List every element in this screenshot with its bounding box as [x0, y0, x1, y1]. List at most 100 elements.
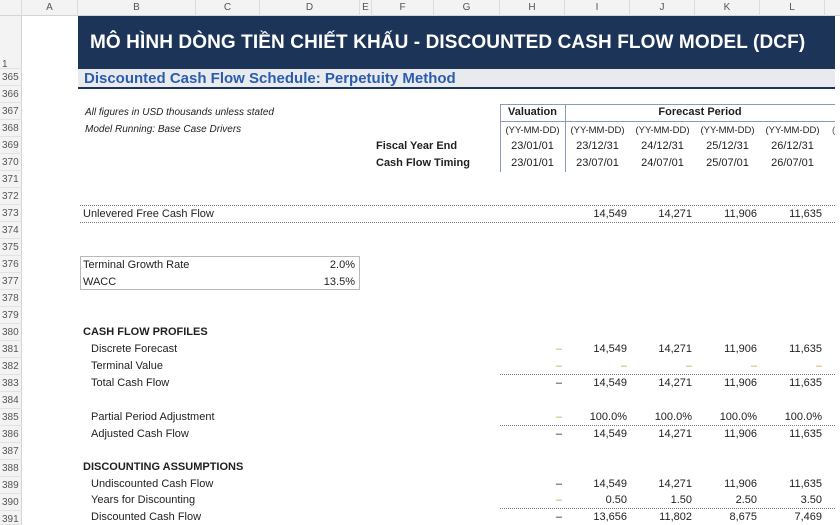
valuation-dash: –: [555, 494, 562, 506]
row-header[interactable]: 367: [0, 103, 22, 120]
row-header[interactable]: 388: [0, 460, 22, 477]
undiscounted-cash-flow-value: 14,271: [658, 478, 692, 490]
row-header[interactable]: 384: [0, 392, 22, 409]
units-note: All figures in USD thousands unless stat…: [85, 107, 274, 118]
column-header-h[interactable]: H: [500, 0, 565, 16]
timing-date: 26/07/01: [771, 157, 814, 169]
partial-period-value: 100.0%: [654, 411, 692, 423]
partial-period-value: 100.0%: [784, 411, 822, 423]
date-format-label: (YY-MM-DD): [635, 125, 690, 136]
row-header[interactable]: 385: [0, 409, 22, 426]
terminal-growth-rate-value[interactable]: 2.0%: [329, 259, 355, 271]
row-header[interactable]: 373: [0, 205, 22, 222]
row-header[interactable]: 375: [0, 239, 22, 256]
column-header-c[interactable]: C: [196, 0, 260, 16]
undiscounted-cash-flow-value: 11,906: [724, 478, 757, 490]
years-for-discounting-label: Years for Discounting: [91, 494, 196, 506]
row-header[interactable]: 390: [0, 494, 22, 511]
column-header-g[interactable]: G: [434, 0, 500, 16]
valuation-divider: [565, 104, 566, 172]
row-header[interactable]: 365: [0, 69, 22, 86]
row-header[interactable]: 377: [0, 273, 22, 290]
total-cash-flow-border: [500, 374, 835, 375]
terminal-value-dash: –: [750, 360, 757, 372]
terminal-value-dash: –: [685, 360, 692, 372]
valuation-dash: –: [555, 428, 562, 440]
row-header[interactable]: 370: [0, 154, 22, 171]
years-for-discounting-value: 1.50: [670, 494, 692, 506]
overflow-paren: (: [832, 125, 836, 136]
fiscal-date: 23/01/01: [511, 140, 554, 152]
discounted-cash-flow-value: 8,675: [729, 511, 757, 523]
wacc-value[interactable]: 13.5%: [323, 276, 355, 288]
column-header-f[interactable]: F: [372, 0, 434, 16]
adjusted-cash-flow-border: [500, 425, 835, 426]
total-cash-flow-value: 11,635: [789, 377, 822, 389]
column-header-e[interactable]: E: [360, 0, 372, 16]
row-header[interactable]: 383: [0, 375, 22, 392]
fiscal-date: 25/12/31: [706, 140, 749, 152]
discounted-cash-flow-value: 7,469: [794, 511, 822, 523]
valuation-dash: –: [555, 411, 562, 423]
column-header-k[interactable]: K: [695, 0, 760, 16]
valuation-header: Valuation: [508, 106, 557, 118]
discrete-forecast-value: 11,635: [789, 343, 822, 355]
adjusted-cash-flow-value: 11,906: [724, 428, 757, 440]
timing-date: 24/07/01: [641, 157, 684, 169]
row-header[interactable]: 387: [0, 443, 22, 460]
discounted-cash-flow-value: 11,802: [659, 511, 692, 523]
column-header-a[interactable]: A: [22, 0, 78, 16]
model-running-note: Model Running: Base Case Drivers: [85, 124, 242, 135]
header-top-border: [500, 104, 835, 105]
column-header-l[interactable]: L: [760, 0, 825, 16]
row-header-bar: 1 365 366 367 368 369 370 371 372 373 37…: [0, 16, 22, 525]
total-cash-flow-label: Total Cash Flow: [91, 377, 170, 389]
timing-date: 25/07/01: [706, 157, 749, 169]
row-header[interactable]: 371: [0, 171, 22, 188]
date-format-label: (YY-MM-DD): [570, 125, 625, 136]
section-title: Discounted Cash Flow Schedule: Perpetuit…: [78, 69, 835, 89]
discrete-forecast-value: 14,549: [593, 343, 627, 355]
row-header[interactable]: 391: [0, 511, 22, 525]
row-header[interactable]: 369: [0, 137, 22, 154]
discrete-forecast-label: Discrete Forecast: [91, 343, 178, 355]
column-header-j[interactable]: J: [630, 0, 695, 16]
cash-flow-timing-label: Cash Flow Timing: [376, 157, 470, 169]
terminal-value-dash: –: [620, 360, 627, 372]
row-header[interactable]: 379: [0, 307, 22, 324]
timing-date: 23/07/01: [576, 157, 619, 169]
row-header[interactable]: 386: [0, 426, 22, 443]
undiscounted-cash-flow-value: 11,635: [789, 478, 822, 490]
row-header[interactable]: 374: [0, 222, 22, 239]
column-header-d[interactable]: D: [260, 0, 360, 16]
valuation-dash: –: [555, 343, 562, 355]
fiscal-date: 23/12/31: [576, 140, 619, 152]
ufcf-value: 14,549: [593, 208, 627, 220]
row-header[interactable]: 381: [0, 341, 22, 358]
partial-period-value: 100.0%: [719, 411, 757, 423]
column-header-b[interactable]: B: [78, 0, 196, 16]
discounted-cash-flow-border: [500, 508, 835, 509]
row-header[interactable]: 1: [0, 16, 22, 70]
row-header[interactable]: 372: [0, 188, 22, 205]
adjusted-cash-flow-value: 14,549: [593, 428, 627, 440]
row-header[interactable]: 376: [0, 256, 22, 273]
row-header[interactable]: 380: [0, 324, 22, 341]
row-header[interactable]: 389: [0, 477, 22, 494]
row-header[interactable]: 368: [0, 120, 22, 137]
valuation-dash: –: [555, 478, 562, 490]
cash-flow-profiles-title: CASH FLOW PROFILES: [83, 326, 208, 338]
select-all-corner[interactable]: [0, 0, 22, 16]
years-for-discounting-value: 3.50: [800, 494, 822, 506]
row-header[interactable]: 382: [0, 358, 22, 375]
total-cash-flow-value: 11,906: [724, 377, 757, 389]
timing-date: 23/01/01: [511, 157, 554, 169]
adjusted-cash-flow-value: 14,271: [658, 428, 692, 440]
terminal-value-dash: –: [815, 360, 822, 372]
fiscal-date: 24/12/31: [641, 140, 684, 152]
adjusted-cash-flow-label: Adjusted Cash Flow: [91, 428, 189, 440]
ufcf-value: 11,635: [789, 208, 822, 220]
row-header[interactable]: 378: [0, 290, 22, 307]
row-header[interactable]: 366: [0, 86, 22, 103]
column-header-i[interactable]: I: [565, 0, 630, 16]
